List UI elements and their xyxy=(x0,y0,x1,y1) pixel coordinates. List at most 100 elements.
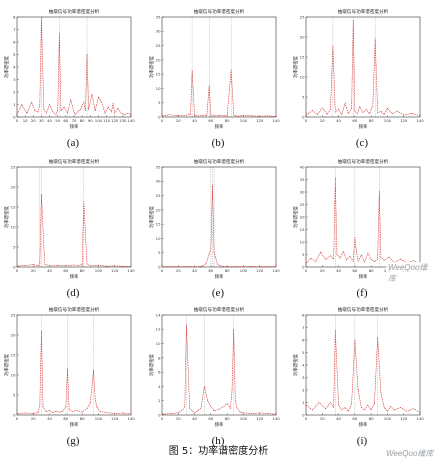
chart-panel: 抽取信号功率谱密度分析 0 5 10 15 20 25 0 20 40 60 80 100 120 140 频… xyxy=(292,5,432,155)
data-point xyxy=(24,265,26,266)
data-point xyxy=(333,258,335,260)
data-point xyxy=(351,108,352,109)
watermark: WeeQoo维库 xyxy=(386,262,437,284)
data-point xyxy=(186,324,187,326)
y-tick-label: 8 xyxy=(13,14,16,19)
data-point xyxy=(169,266,171,267)
y-tick-label: 4 xyxy=(302,362,305,367)
y-tick-label: 10 xyxy=(11,224,16,229)
data-point xyxy=(169,114,171,116)
psd-chart: 抽取信号功率谱密度分析 0 5 10 15 20 25 30 35 0 20 40 60 80 100 120… xyxy=(148,158,280,280)
x-tick-label: 0 xyxy=(305,268,308,273)
psd-chart: 抽取信号功率谱密度分析 0 5 10 15 20 25 0 20 40 60 80 100 120 140 频… xyxy=(3,306,135,428)
data-point xyxy=(210,406,212,407)
x-tick-label: 130 xyxy=(119,118,127,123)
watermark: WeeQoo维库 xyxy=(384,448,436,459)
data-point xyxy=(96,406,98,408)
x-tick-label: 0 xyxy=(161,268,164,273)
data-point xyxy=(68,409,70,410)
data-point xyxy=(346,259,348,261)
y-tick-label: 10 xyxy=(156,86,161,91)
y-tick-label: 10 xyxy=(156,236,161,241)
y-tick-label: 0 xyxy=(158,264,161,269)
data-point xyxy=(372,105,374,107)
x-tick-label: 10 xyxy=(23,118,28,123)
x-tick-label: 80 xyxy=(225,268,230,273)
data-point xyxy=(73,264,75,266)
y-tick-label: 2 xyxy=(13,89,16,94)
data-point xyxy=(403,114,405,116)
y-tick-label: 12 xyxy=(156,327,161,332)
data-point xyxy=(354,237,356,238)
x-tick-label: 120 xyxy=(256,118,264,123)
x-tick-label: 40 xyxy=(336,268,341,273)
data-point xyxy=(325,259,326,260)
data-point xyxy=(325,408,326,410)
x-tick-label: 80 xyxy=(369,118,374,123)
x-tick-label: 0 xyxy=(16,268,19,273)
x-tick-label: 80 xyxy=(369,416,374,421)
plot-frame xyxy=(161,314,277,416)
y-tick-label: 7 xyxy=(13,27,16,32)
subfigure-label: (d) xyxy=(66,287,80,299)
x-tick-label: 120 xyxy=(256,268,264,273)
x-tick-label: 40 xyxy=(47,268,52,273)
data-point xyxy=(370,259,372,260)
data-point xyxy=(391,113,393,115)
x-tick-label: 0 xyxy=(305,118,308,123)
data-point xyxy=(67,368,68,370)
data-point xyxy=(210,248,212,250)
data-point xyxy=(81,264,83,265)
data-point xyxy=(76,409,78,411)
chart-panel: 抽取信号功率谱密度分析 0 1 2 3 4 5 6 7 8 0 20 40 60 80 100 120 140 频率… xyxy=(292,303,432,453)
data-point xyxy=(361,254,362,256)
y-axis-label: 功率谱密度 xyxy=(292,353,299,376)
data-point xyxy=(55,410,57,412)
y-tick-label: 5 xyxy=(13,392,16,397)
data-point xyxy=(380,111,382,112)
x-tick-label: 0 xyxy=(305,416,308,421)
psd-chart: 抽取信号功率谱密度分析 0 5 10 15 20 25 0 20 40 60 80 100 120 140 频… xyxy=(3,158,135,280)
data-point xyxy=(161,115,163,117)
data-point xyxy=(339,257,341,259)
data-point xyxy=(377,112,379,114)
data-point xyxy=(39,263,41,265)
data-point xyxy=(127,112,129,114)
data-point xyxy=(334,329,336,331)
data-point xyxy=(419,412,421,413)
data-point xyxy=(49,104,50,105)
chart-panel: 抽取信号功率谱密度分析 0 2 4 6 8 10 12 14 0 20 40 60 80 100 120 140… xyxy=(148,303,288,453)
data-point xyxy=(57,265,59,266)
data-point xyxy=(24,412,26,414)
data-point xyxy=(130,114,132,115)
data-point xyxy=(413,408,414,410)
data-point xyxy=(267,413,269,414)
data-point xyxy=(55,114,57,115)
data-point xyxy=(177,266,179,268)
data-point xyxy=(208,253,210,255)
y-tick-label: 20 xyxy=(156,57,161,62)
data-point xyxy=(226,114,228,116)
data-point xyxy=(352,19,354,21)
x-tick-label: 140 xyxy=(127,118,135,123)
data-point xyxy=(85,110,86,112)
data-point xyxy=(75,114,76,115)
data-point xyxy=(357,389,359,391)
data-point xyxy=(197,410,199,412)
data-point xyxy=(334,177,336,179)
data-point xyxy=(367,404,369,406)
data-point xyxy=(243,266,244,268)
data-point xyxy=(364,261,365,263)
data-point xyxy=(338,404,339,406)
y-tick-label: 5 xyxy=(302,252,305,257)
x-tick-label: 40 xyxy=(192,118,197,123)
data-point xyxy=(34,110,36,112)
y-tick-label: 7 xyxy=(302,325,305,330)
y-tick-label: 0 xyxy=(158,114,161,119)
data-point xyxy=(351,403,352,405)
y-tick-label: 4 xyxy=(158,384,161,389)
data-point xyxy=(413,260,414,261)
data-point xyxy=(198,115,199,117)
x-tick-label: 30 xyxy=(39,118,44,123)
